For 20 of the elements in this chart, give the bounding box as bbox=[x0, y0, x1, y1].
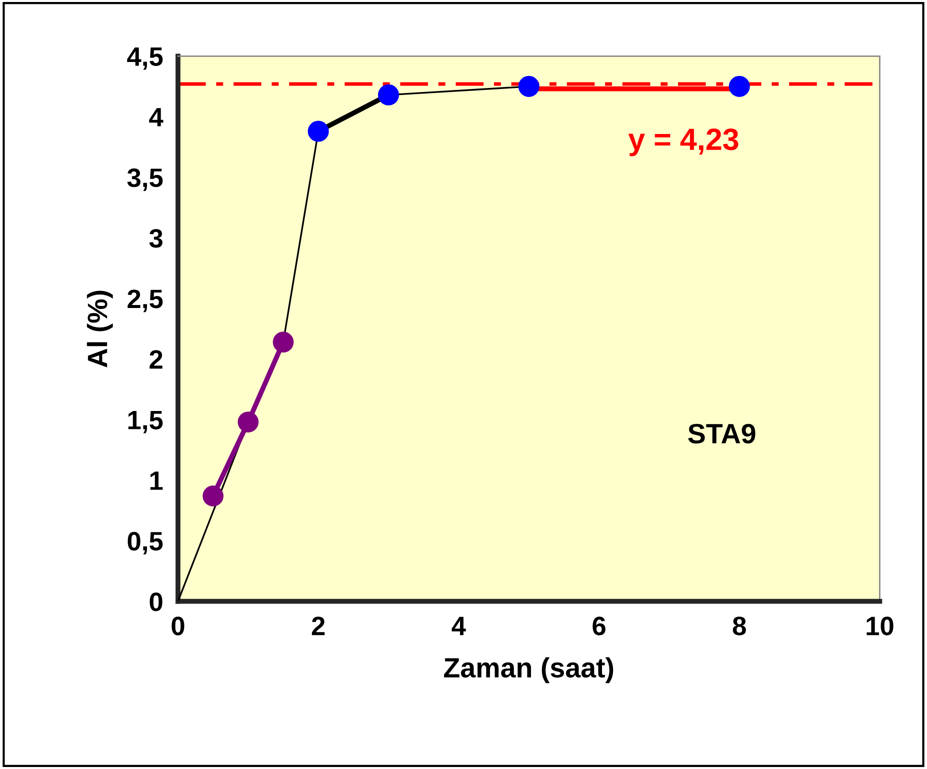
annotation: y = 4,23 bbox=[628, 128, 738, 156]
x-tick-label: 4 bbox=[452, 616, 466, 636]
y-tick-label: 2 bbox=[150, 350, 162, 369]
y-tick-label: 3,5 bbox=[127, 168, 163, 191]
y-tick-label: 2,5 bbox=[128, 290, 163, 312]
y-axis-title: Al (%) bbox=[86, 290, 113, 368]
x-tick-label: 0 bbox=[172, 616, 184, 636]
y-tick-label: 4 bbox=[149, 108, 164, 126]
y-tick-label: 3 bbox=[149, 229, 162, 248]
x-tick-label: 6 bbox=[592, 616, 606, 636]
y-tick-label: 4,5 bbox=[127, 48, 163, 70]
y-tick-label: 1 bbox=[150, 472, 163, 490]
x-tick-label: 10 bbox=[866, 616, 894, 636]
annotation: STA9 bbox=[688, 424, 756, 444]
x-axis-title: Zaman (saat) bbox=[444, 657, 614, 684]
y-tick-label: 0 bbox=[150, 592, 162, 612]
x-tick-label: 8 bbox=[732, 616, 746, 636]
y-tick-label: 1,5 bbox=[128, 411, 163, 434]
y-tick-label: 0,5 bbox=[128, 532, 163, 554]
x-tick-label: 2 bbox=[312, 616, 325, 636]
